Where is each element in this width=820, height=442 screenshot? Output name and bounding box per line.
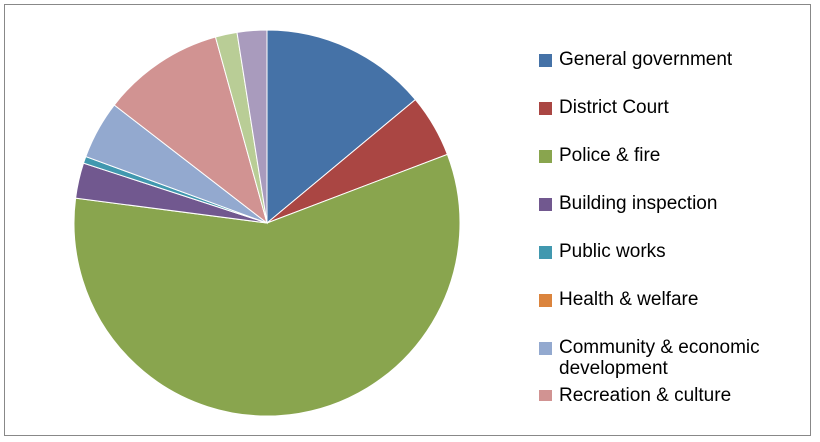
legend-item-health-welfare: Health & welfare	[539, 289, 809, 310]
legend-item-building-inspection: Building inspection	[539, 193, 809, 214]
pie-slice-general-government	[266, 29, 417, 225]
legend-swatch	[539, 246, 552, 259]
legend-swatch	[539, 342, 552, 355]
pie-slice-police-fire	[73, 153, 461, 417]
legend-label: Police & fire	[559, 145, 661, 166]
legend-item-recreation-culture: Recreation & culture	[539, 385, 809, 401]
pie-slice-slice-10	[236, 29, 268, 224]
legend-swatch	[539, 54, 552, 67]
chart-area: General government District Court Police &…	[4, 4, 811, 436]
legend-swatch	[539, 198, 552, 211]
legend-item-community-economic-development: Community & economic development	[539, 337, 809, 379]
pie-chart	[73, 29, 461, 417]
legend-label: Building inspection	[559, 193, 718, 214]
legend-label: Health & welfare	[559, 289, 699, 310]
legend-item-district-court: District Court	[539, 97, 809, 118]
legend-swatch	[539, 294, 552, 307]
legend-label: Recreation & culture	[559, 385, 732, 401]
legend-label: Community & economic development	[559, 337, 760, 379]
legend-label: District Court	[559, 97, 669, 118]
chart-legend: General government District Court Police &…	[539, 49, 809, 401]
legend-swatch	[539, 102, 552, 115]
legend-label: General government	[559, 49, 733, 70]
legend-item-general-government: General government	[539, 49, 809, 70]
legend-item-public-works: Public works	[539, 241, 809, 262]
legend-swatch	[539, 390, 552, 401]
pie-slice-recreation-culture	[113, 36, 268, 225]
legend-label: Public works	[559, 241, 666, 262]
legend-swatch	[539, 150, 552, 163]
legend-item-police-fire: Police & fire	[539, 145, 809, 166]
